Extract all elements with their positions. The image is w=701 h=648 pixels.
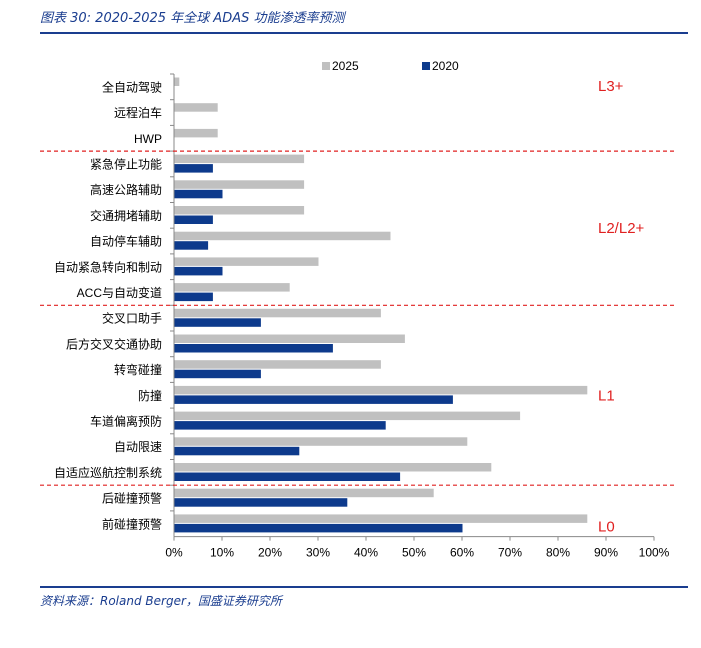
category-label: 前碰撞预警 <box>102 516 162 531</box>
category-label: 后方交叉交通协助 <box>66 336 162 351</box>
x-tick-label: 90% <box>594 546 618 560</box>
bar-2020 <box>174 523 463 533</box>
bar-2025 <box>174 463 492 472</box>
category-label: ACC与自动变道 <box>77 285 162 300</box>
bar-2020 <box>174 472 401 481</box>
bar-2025 <box>174 411 521 421</box>
source-divider <box>40 586 688 588</box>
category-label: 全自动驾驶 <box>102 79 162 94</box>
x-tick-label: 70% <box>498 546 522 560</box>
bar-2025 <box>174 360 381 369</box>
legend-label-2025: 2025 <box>332 59 359 73</box>
legend-swatch-2020 <box>422 62 430 70</box>
category-label: 防撞 <box>138 388 162 403</box>
category-label: 转弯碰撞 <box>114 362 162 377</box>
x-tick-label: 40% <box>354 546 378 560</box>
level-label: L2/L2+ <box>598 220 645 237</box>
bar-2020 <box>174 395 453 404</box>
category-label: 后碰撞预警 <box>102 491 162 506</box>
bar-2025 <box>174 128 218 138</box>
category-label: 交通拥堵辅助 <box>90 208 162 223</box>
x-tick-label: 100% <box>639 546 670 560</box>
category-label: 自动限速 <box>114 440 162 454</box>
bar-2020 <box>174 189 223 199</box>
bar-2020 <box>174 446 300 456</box>
bar-2025 <box>174 334 405 343</box>
x-tick-label: 80% <box>546 546 570 560</box>
bar-2020 <box>174 266 223 276</box>
category-label: 远程泊车 <box>114 105 162 120</box>
title-divider <box>40 32 688 34</box>
bar-2020 <box>174 498 348 507</box>
source-note: 资料来源：Roland Berger，国盛证券研究所 <box>40 594 282 608</box>
bar-2025 <box>174 180 305 189</box>
bar-2020 <box>174 344 333 353</box>
bar-2025 <box>174 514 588 523</box>
level-label: L1 <box>598 387 615 404</box>
bar-2020 <box>174 215 213 224</box>
x-tick-label: 30% <box>306 546 330 560</box>
x-tick-label: 10% <box>210 546 234 560</box>
figure-title: 图表 30: 2020-2025 年全球 ADAS 功能渗透率预测 <box>40 11 345 26</box>
x-tick-label: 20% <box>258 546 282 560</box>
bar-2025 <box>174 103 218 112</box>
legend-label-2020: 2020 <box>432 59 459 73</box>
x-tick-label: 50% <box>402 546 426 560</box>
bar-2025 <box>174 257 319 266</box>
level-label: L0 <box>598 519 615 536</box>
level-label: L3+ <box>598 78 624 95</box>
bar-2025 <box>174 154 305 164</box>
bar-2020 <box>174 421 386 430</box>
bar-2025 <box>174 308 381 318</box>
bar-2020 <box>174 241 209 250</box>
x-tick-label: 0% <box>165 546 183 560</box>
category-label: 车道偏离预防 <box>90 413 162 428</box>
category-label: 自动停车辅助 <box>90 234 162 249</box>
bar-2025 <box>174 437 468 446</box>
bar-2020 <box>174 318 261 327</box>
category-label: 交叉口助手 <box>102 311 162 326</box>
category-label: 自适应巡航控制系统 <box>54 465 162 480</box>
bar-2020 <box>174 369 261 379</box>
category-label: HWP <box>134 132 162 146</box>
bar-2020 <box>174 164 213 173</box>
bar-2025 <box>174 231 391 241</box>
category-label: 自动紧急转向和制动 <box>54 259 162 274</box>
bar-2025 <box>174 385 588 395</box>
category-label: 紧急停止功能 <box>90 156 162 171</box>
bar-2025 <box>174 488 434 498</box>
bar-2025 <box>174 77 180 86</box>
bar-2025 <box>174 283 290 292</box>
x-tick-label: 60% <box>450 546 474 560</box>
legend-swatch-2025 <box>322 62 330 70</box>
category-label: 高速公路辅助 <box>90 182 162 197</box>
bar-2020 <box>174 292 213 302</box>
bar-2025 <box>174 206 305 215</box>
